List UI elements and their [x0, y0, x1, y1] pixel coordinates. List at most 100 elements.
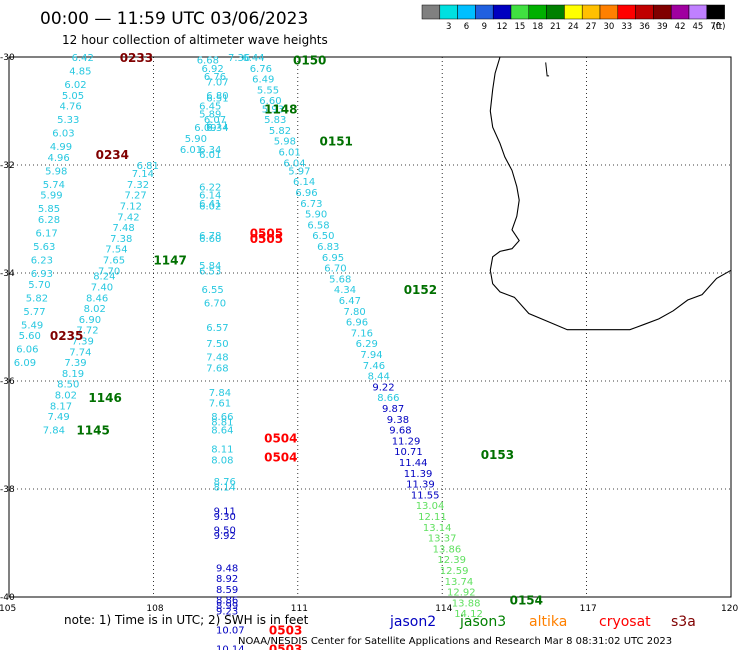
wave-height-value: 6.93	[31, 269, 53, 280]
wave-height-value: 8.64	[211, 426, 233, 437]
wave-height-value: 5.05	[62, 91, 84, 102]
wave-height-value: 7.32	[127, 180, 149, 191]
wave-height-value: 5.49	[21, 320, 43, 331]
colorbar-swatch	[706, 4, 725, 20]
wave-height-value: 7.14	[132, 169, 154, 180]
colorbar-label: 3	[446, 22, 451, 32]
wave-height-value: 10.07	[216, 625, 245, 636]
wave-height-value: 6.50	[312, 231, 334, 242]
pass-time-label: 0504	[264, 432, 297, 446]
wave-height-value: 5.60	[19, 331, 41, 342]
map-note: note: 1) Time is in UTC; 2) SWH is in fe…	[64, 613, 309, 627]
wave-height-value: 11.55	[411, 490, 440, 501]
pass-time-label: 1148	[264, 102, 297, 116]
wave-height-value: 6.04	[283, 158, 305, 169]
coastline	[489, 56, 732, 331]
satellite-name: jason2	[389, 614, 436, 630]
wave-height-value: 8.19	[62, 369, 84, 380]
wave-height-value: 8.81	[211, 418, 233, 429]
wave-height-value: 7.48	[206, 353, 228, 364]
wave-height-value: 8.76	[214, 477, 236, 488]
wave-height-value: 5.98	[274, 137, 296, 148]
wave-height-value: 9.92	[214, 531, 236, 542]
wave-height-value: 6.02	[64, 80, 86, 91]
wave-height-value: 6.81	[137, 161, 159, 172]
wave-height-values: 6.424.856.025.054.765.336.034.994.965.98…	[14, 53, 483, 654]
wave-height-value: 9.48	[216, 563, 238, 574]
lon-tick-label: 108	[146, 604, 163, 614]
colorbar-label: 36	[639, 22, 650, 32]
wave-height-value: 5.83	[264, 115, 286, 126]
wave-height-value: 7.42	[117, 212, 139, 223]
wave-height-value: 4.85	[69, 67, 91, 78]
wave-height-value: 8.59	[216, 585, 238, 596]
wave-height-value: 12.11	[418, 512, 447, 523]
wave-height-value: 6.01	[199, 150, 221, 161]
wave-height-value: 5.98	[45, 166, 67, 177]
wave-height-value: 9.11	[214, 507, 236, 518]
colorbar-swatch	[617, 4, 636, 20]
wave-height-value: 6.02	[199, 202, 221, 213]
wave-height-value: 13.86	[433, 544, 462, 555]
satellite-name: jason3	[459, 614, 506, 630]
lat-tick-label: -40	[0, 593, 15, 603]
lon-tick-label: 117	[580, 604, 597, 614]
lat-tick-label: -34	[0, 269, 15, 279]
pass-time-label: 0503	[269, 623, 302, 637]
wave-height-value: 6.76	[250, 64, 272, 75]
colorbar-label: 18	[532, 22, 543, 32]
colorbar-swatch	[688, 4, 708, 20]
wave-height-value: 8.66	[211, 412, 233, 423]
wave-height-value: 8.24	[93, 272, 115, 283]
wave-height-value: 6.53	[199, 266, 221, 277]
wave-height-value: 4.96	[48, 153, 70, 164]
wave-height-value: 6.80	[206, 91, 228, 102]
wave-height-value: 8.08	[211, 455, 233, 466]
colorbar-swatch	[528, 4, 547, 20]
wave-height-value: 7.27	[125, 191, 147, 202]
wave-height-value: 7.65	[103, 256, 125, 267]
wave-height-value: 6.60	[259, 96, 281, 107]
colorbar-swatch	[670, 4, 690, 20]
lon-tick-label: 105	[0, 604, 16, 614]
wave-height-value: 5.97	[288, 166, 310, 177]
pass-time-label: 0235	[50, 329, 83, 343]
coastline-feature	[545, 62, 550, 77]
wave-height-value: 5.93	[262, 104, 284, 115]
wave-height-value: 5.82	[269, 126, 291, 137]
wave-height-value: 6.73	[300, 199, 322, 210]
wave-height-value: 4.76	[60, 102, 82, 113]
wave-height-value: 5.77	[23, 307, 45, 318]
wave-height-value: 9.30	[214, 512, 236, 523]
wave-height-value: 6.14	[199, 191, 221, 202]
pass-time-label: 0152	[404, 283, 437, 297]
wave-height-value: 7.07	[206, 77, 228, 88]
lon-tick-label: 120	[721, 604, 738, 614]
pass-time-label: 0233	[120, 51, 153, 65]
lat-tick-label: -36	[0, 377, 15, 387]
wave-height-value: 8.02	[84, 304, 106, 315]
colorbar-label: 24	[568, 22, 579, 32]
map-subtitle: 12 hour collection of altimeter wave hei…	[62, 33, 328, 47]
lat-tick-label: -38	[0, 485, 15, 495]
wave-height-value: 6.22	[199, 183, 221, 194]
wave-height-value: 6.09	[194, 123, 216, 134]
wave-height-value: 6.55	[202, 285, 224, 296]
wave-height-value: 6.06	[16, 345, 38, 356]
colorbar-label: 30	[603, 22, 614, 32]
wave-height-value: 8.92	[216, 574, 238, 585]
wave-height-value: 7.12	[120, 202, 142, 213]
wave-height-value: 6.51	[206, 94, 228, 105]
wave-height-value: 6.83	[317, 242, 339, 253]
colorbar-label: 21	[550, 22, 561, 32]
wave-height-value: 7.49	[48, 412, 70, 423]
wave-height-value: 6.70	[324, 264, 346, 275]
wave-height-value: 8.66	[377, 393, 399, 404]
pass-time-label: 1145	[76, 424, 109, 438]
colorbar-swatch	[599, 4, 619, 20]
wave-height-value: 14.12	[454, 609, 483, 620]
wave-height-value: 6.07	[204, 115, 226, 126]
satellite-name: s3a	[671, 614, 696, 630]
wave-height-value: 6.47	[339, 296, 361, 307]
colorbar-label: 70	[710, 22, 721, 32]
